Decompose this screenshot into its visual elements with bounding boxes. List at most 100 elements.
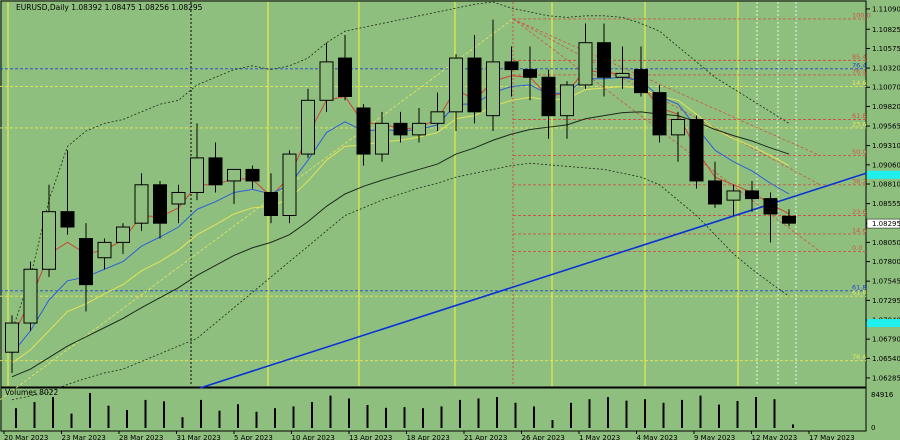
fibo-label: 14.6 xyxy=(852,79,866,87)
fibo-label: 85.4 xyxy=(852,53,866,61)
fibo-label: 61.8 xyxy=(852,289,866,297)
x-tick-label: 17 May 2023 xyxy=(809,434,855,440)
y-tick-label: 1.08050 xyxy=(872,239,900,247)
bearish-candle xyxy=(652,92,667,136)
bullish-candle xyxy=(23,268,38,324)
bullish-candle xyxy=(412,122,426,136)
y-tick-label: 1.07545 xyxy=(872,278,900,286)
y-tick-label: 1.08555 xyxy=(872,200,900,208)
bearish-candle xyxy=(689,119,704,182)
bullish-candle xyxy=(282,153,297,217)
fibo-fan-line xyxy=(0,18,514,401)
bearish-candle xyxy=(504,61,519,71)
x-tick-label: 31 Mar 2023 xyxy=(177,434,221,440)
x-tick-label: 20 Mar 2023 xyxy=(4,434,48,440)
current-price-marker xyxy=(866,218,900,229)
bullish-candle xyxy=(449,57,463,113)
fibo-label: 38.2 xyxy=(852,177,866,185)
bullish-candle xyxy=(190,157,204,193)
bearish-candle xyxy=(782,215,796,224)
y-tick-label: 1.08810 xyxy=(872,181,900,189)
moving-average-line xyxy=(11,111,790,378)
trendline xyxy=(199,172,867,389)
bearish-candle xyxy=(763,198,778,215)
bearish-candle xyxy=(60,211,75,228)
x-tick-label: 10 Apr 2023 xyxy=(292,434,335,440)
bullish-candle xyxy=(42,211,56,270)
bearish-candle xyxy=(393,122,408,136)
y-tick-label: 1.06285 xyxy=(872,374,900,382)
y-tick-label: 1.10070 xyxy=(872,84,900,92)
bullish-candle xyxy=(97,241,112,259)
upper-band xyxy=(11,1,790,331)
y-tick-label: 1.09820 xyxy=(872,103,900,111)
lower-band xyxy=(11,162,790,401)
cyan-price-marker xyxy=(867,170,900,179)
fibo-fan-line xyxy=(512,18,821,156)
y-tick-label: 1.10575 xyxy=(872,45,900,53)
x-tick-label: 12 May 2023 xyxy=(752,434,798,440)
bullish-candle xyxy=(671,119,685,136)
bearish-candle xyxy=(208,157,223,186)
bearish-candle xyxy=(153,184,167,224)
bullish-candle xyxy=(486,61,500,117)
fibo-label: 50.0 xyxy=(852,148,866,156)
bullish-candle xyxy=(726,190,741,201)
bearish-candle xyxy=(79,238,93,286)
y-tick-label: 1.10320 xyxy=(872,65,900,73)
bullish-candle xyxy=(319,61,334,101)
y-tick-label: 1.11090 xyxy=(872,5,900,13)
x-tick-label: 9 May 2023 xyxy=(694,434,735,440)
y-tick-label: 1.06540 xyxy=(872,355,900,363)
x-tick-label: 23 Mar 2023 xyxy=(62,434,106,440)
volume-label: Volumes 8022 xyxy=(5,388,59,397)
y-tick-label: 1.09060 xyxy=(872,161,900,169)
fibo-label: 76.4 xyxy=(852,61,866,69)
x-tick-label: 1 May 2023 xyxy=(579,434,620,440)
fibo-label: 23.6 xyxy=(852,208,866,216)
cyan-price-marker xyxy=(867,319,900,328)
bearish-candle xyxy=(541,76,556,117)
bearish-candle xyxy=(523,69,537,78)
y-tick-label: 1.09310 xyxy=(872,142,900,150)
y-tick-label: 1.10825 xyxy=(872,26,900,34)
x-tick-label: 13 Apr 2023 xyxy=(349,434,392,440)
x-tick-label: 26 Apr 2023 xyxy=(522,434,565,440)
volume-frame xyxy=(0,387,867,432)
bearish-candle xyxy=(338,57,352,97)
x-tick-label: 28 Mar 2023 xyxy=(119,434,163,440)
bullish-candle xyxy=(171,191,186,205)
current-price-label: 1.08295 xyxy=(872,220,900,228)
y-tick-label: 1.09565 xyxy=(872,123,900,131)
bullish-candle xyxy=(134,184,149,224)
fibo-label: 23.6 xyxy=(852,120,866,128)
bullish-candle xyxy=(430,111,445,124)
x-tick-label: 21 Apr 2023 xyxy=(464,434,507,440)
bullish-candle xyxy=(560,84,574,117)
x-tick-label: 18 Apr 2023 xyxy=(407,434,450,440)
fibo-label: 0.0 xyxy=(852,244,862,252)
bearish-candle xyxy=(356,107,371,155)
bearish-candle xyxy=(467,57,482,113)
bearish-candle xyxy=(745,190,759,200)
fibo-label: 14.6 xyxy=(852,226,866,234)
fibo-label: 76.4 xyxy=(852,353,866,361)
moving-average-line xyxy=(11,69,790,339)
bearish-candle xyxy=(634,69,648,94)
y-tick-label: 1.07295 xyxy=(872,297,900,305)
bearish-candle xyxy=(264,191,278,217)
volume-axis-max: 84916 xyxy=(871,391,894,399)
fibo-label: 61.8 xyxy=(852,112,866,120)
bullish-candle xyxy=(578,42,593,86)
plot-frame xyxy=(0,0,867,388)
y-tick-label: 1.07800 xyxy=(872,258,900,266)
x-tick-label: 5 Apr 2023 xyxy=(234,434,273,440)
x-tick-label: 4 May 2023 xyxy=(637,434,678,440)
bullish-candle xyxy=(615,72,630,78)
bullish-candle xyxy=(227,168,241,182)
bullish-candle xyxy=(301,99,315,155)
bullish-candle xyxy=(116,226,130,243)
fibo-label: 100.0 xyxy=(852,11,871,19)
